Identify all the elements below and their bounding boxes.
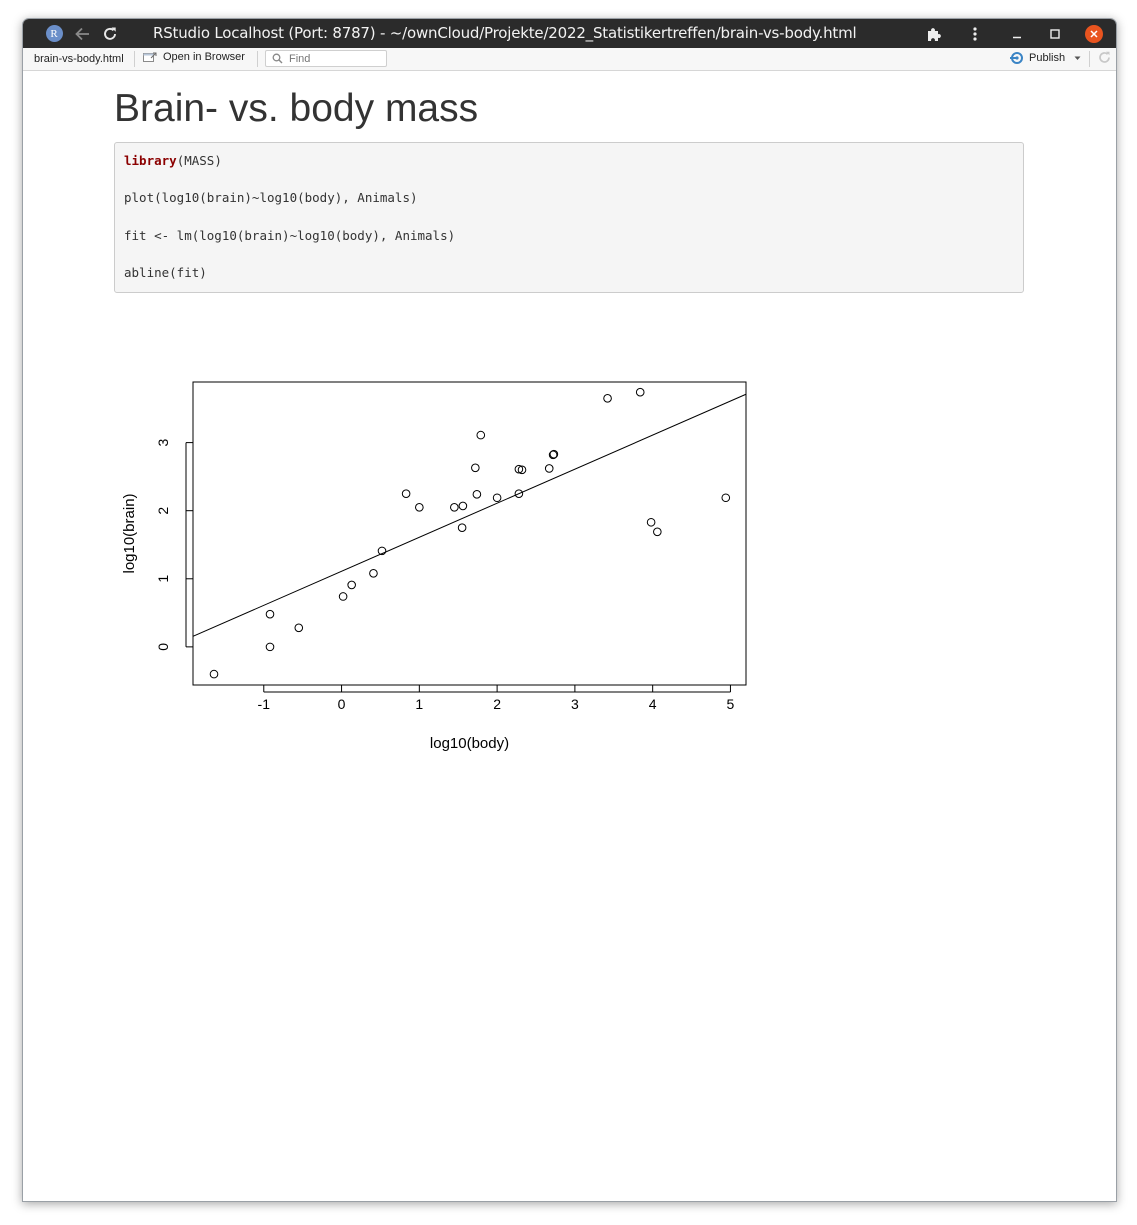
toolbar-divider	[1089, 51, 1090, 67]
code-line: library(MASS)	[124, 153, 222, 168]
chevron-down-icon[interactable]	[1074, 56, 1081, 61]
close-window-icon[interactable]	[1083, 19, 1105, 48]
data-point	[377, 546, 387, 556]
x-tick-label: 5	[727, 696, 735, 712]
data-point	[265, 642, 275, 652]
publish-label: Publish	[1029, 52, 1066, 64]
browser-window: R RStudio Localhost (Port: 8787) - ~/own…	[22, 18, 1117, 1202]
find-field[interactable]	[265, 50, 387, 67]
code-keyword: library	[124, 153, 177, 168]
data-point	[517, 465, 527, 475]
maximize-icon[interactable]	[1044, 19, 1066, 48]
code-line: abline(fit)	[124, 265, 207, 280]
data-point	[458, 501, 468, 511]
kebab-menu-icon[interactable]	[964, 19, 986, 48]
viewer-toolbar: brain-vs-body.html Open in Browser Publi…	[23, 48, 1116, 71]
data-point	[457, 523, 467, 533]
scatter-plot: -1 0 1 2 3 4 5 0 1 2 3 log10(body) log10(brain)	[121, 381, 747, 752]
data-point	[415, 502, 424, 512]
search-icon	[272, 53, 283, 64]
y-tick-label: 3	[155, 438, 171, 446]
data-point	[544, 464, 554, 473]
title-bar: R RStudio Localhost (Port: 8787) - ~/own…	[23, 19, 1116, 48]
puzzle-extension-icon[interactable]	[923, 19, 945, 48]
toolbar-divider	[134, 51, 135, 67]
data-point	[653, 527, 662, 537]
minimize-icon[interactable]	[1006, 19, 1028, 48]
data-point	[294, 623, 304, 633]
data-point	[721, 493, 731, 503]
r-logo-letter: R	[45, 25, 63, 42]
data-point	[347, 580, 356, 590]
plot-frame	[192, 381, 747, 686]
publish-button[interactable]: Publish	[1009, 51, 1081, 65]
x-tick-label: -1	[258, 696, 271, 712]
data-point	[471, 463, 480, 473]
r-logo-icon: R	[44, 19, 64, 48]
find-input[interactable]	[289, 52, 379, 65]
code-block: library(MASS) plot(log10(brain)~log10(bo…	[114, 142, 1024, 293]
code-text: (MASS)	[176, 153, 222, 168]
toolbar-divider	[257, 51, 258, 67]
data-point	[492, 493, 502, 503]
regression-line	[192, 393, 747, 637]
y-tick-label: 1	[155, 575, 171, 583]
publish-icon	[1010, 52, 1023, 64]
data-point	[635, 387, 645, 397]
data-point	[338, 592, 348, 601]
x-tick-label: 0	[338, 696, 346, 712]
x-axis-label: log10(body)	[430, 735, 509, 752]
data-point	[450, 502, 459, 512]
data-point	[476, 430, 486, 440]
page-title: Brain- vs. body mass	[114, 87, 479, 130]
x-tick-label: 2	[493, 696, 501, 712]
data-point	[603, 394, 612, 403]
reload-icon[interactable]	[99, 19, 121, 48]
document-viewer: Brain- vs. body mass library(MASS) plot(…	[23, 71, 1116, 1201]
x-tick-label: 3	[571, 696, 579, 712]
file-tab[interactable]: brain-vs-body.html	[34, 53, 124, 65]
data-point	[549, 449, 559, 459]
data-point	[646, 517, 656, 527]
data-point	[265, 609, 275, 619]
x-tick-label: 1	[415, 696, 423, 712]
y-tick-label: 2	[155, 507, 171, 515]
y-tick-label: 0	[155, 643, 171, 651]
data-point	[548, 450, 558, 460]
code-line: fit <- lm(log10(brain)~log10(body), Anim…	[124, 228, 456, 243]
code-line: plot(log10(brain)~log10(body), Animals)	[124, 190, 418, 205]
browser-window-icon	[143, 52, 157, 62]
x-tick-label: 4	[649, 696, 657, 712]
refresh-icon[interactable]	[1097, 50, 1112, 68]
data-point	[369, 569, 378, 578]
data-point	[209, 669, 219, 679]
data-point	[514, 464, 524, 474]
window-title: RStudio Localhost (Port: 8787) - ~/ownCl…	[153, 24, 857, 42]
y-axis-label: log10(brain)	[121, 493, 138, 573]
back-arrow-icon[interactable]	[71, 19, 93, 48]
data-point	[472, 490, 482, 499]
open-in-browser-button[interactable]: Open in Browser	[143, 51, 245, 63]
data-point	[401, 489, 411, 498]
open-in-browser-label: Open in Browser	[163, 51, 245, 63]
data-point	[514, 489, 524, 498]
